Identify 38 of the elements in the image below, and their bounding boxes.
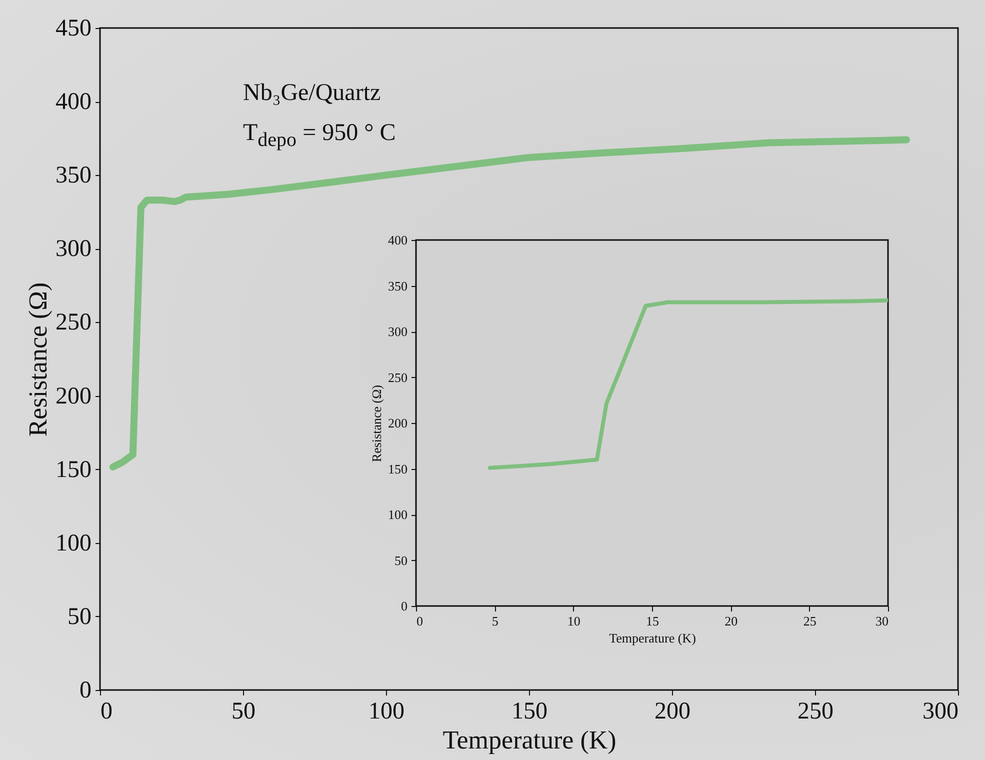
x-tick-label: 150 [512, 698, 548, 724]
y-tick-label: 0 [401, 598, 408, 614]
annotation: Nb₃Ge/Quartz [243, 80, 381, 107]
x-axis-title: Temperature (K) [442, 726, 616, 754]
y-tick-label: 350 [56, 162, 92, 189]
x-tick-label: 20 [724, 614, 738, 628]
y-tick-label: 100 [56, 530, 92, 556]
y-tick-label: 200 [56, 383, 92, 410]
x-tick-label: 25 [803, 614, 816, 628]
x-tick-label: 250 [798, 698, 834, 724]
x-tick-label: 5 [492, 614, 498, 628]
annotation: T$_{depo}$ = 950 ° C [243, 120, 396, 152]
y-tick-label: 150 [388, 461, 408, 476]
x-tick-label: 0 [416, 614, 423, 628]
y-tick-label: 450 [56, 16, 92, 42]
y-axis-title: Resistance (Ω) [24, 282, 52, 437]
y-tick-label: 400 [388, 232, 408, 248]
y-tick-label: 100 [388, 507, 408, 522]
y-tick-label: 350 [388, 278, 408, 294]
y-tick-label: 300 [388, 324, 408, 339]
y-tick-label: 200 [388, 416, 408, 430]
x-tick-label: 200 [654, 698, 690, 724]
x-tick-label: 10 [567, 614, 580, 628]
y-tick-label: 250 [388, 370, 408, 385]
y-tick-label: 150 [56, 456, 92, 483]
line-series [488, 298, 888, 470]
x-axis-title: Temperature (K) [609, 630, 696, 646]
x-tick-label: 50 [232, 698, 256, 724]
x-tick-label: 30 [876, 614, 888, 628]
x-tick-label: 0 [100, 698, 112, 724]
y-tick-label: 0 [80, 678, 92, 704]
y-axis-title: Resistance (Ω) [369, 384, 384, 462]
y-tick-label: 250 [56, 310, 92, 336]
y-tick-label: 50 [394, 552, 408, 568]
y-tick-label: 400 [56, 89, 92, 116]
y-tick-label: 300 [56, 236, 92, 262]
x-tick-label: 300 [922, 698, 958, 724]
x-tick-label: 15 [646, 614, 659, 628]
